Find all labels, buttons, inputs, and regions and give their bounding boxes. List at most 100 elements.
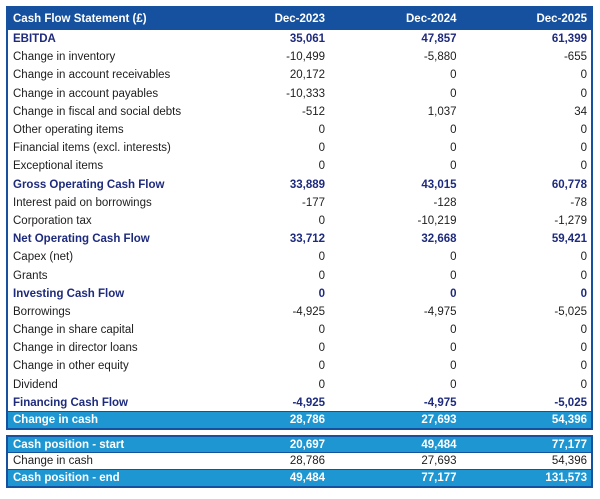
cash-flow-table-body: EBITDA 35,061 47,857 61,399 Change in invent… — [7, 30, 592, 429]
row-value: 0 — [580, 269, 587, 282]
row-value: 0 — [450, 69, 457, 82]
row-value: 0 — [318, 160, 326, 173]
row-label: Borrowings — [13, 305, 71, 318]
row-value: 0 — [318, 269, 326, 282]
row-value: 0 — [580, 69, 587, 82]
cash-flow-table: Cash Flow Statement (£) Dec-2023 Dec-202… — [6, 6, 593, 430]
row-label: Change in account receivables — [13, 69, 171, 82]
row-value: 1,037 — [427, 105, 457, 118]
row-value: 34 — [574, 105, 587, 118]
row-label: Investing Cash Flow — [13, 287, 125, 300]
row-label: Change in share capital — [13, 324, 134, 337]
column-header-dec-2023: Dec-2023 — [197, 7, 330, 30]
table-row: Change in cash 28,786 27,693 54,396 — [7, 452, 592, 470]
row-label: Gross Operating Cash Flow — [13, 178, 165, 191]
row-value: 0 — [318, 287, 326, 300]
table-row: Dividend 0 0 0 — [7, 376, 592, 394]
row-value: 54,396 — [460, 452, 592, 470]
row-label: Grants — [13, 269, 48, 282]
row-value: 0 — [580, 251, 587, 264]
row-value: 20,697 — [289, 438, 326, 451]
table-row: Financial items (excl. interests) 0 0 0 — [7, 139, 592, 157]
row-label: Cash position - end — [7, 469, 198, 487]
row-value: 0 — [580, 324, 587, 337]
table-row: Borrowings -4,925 -4,975 -5,025 — [7, 303, 592, 321]
row-value: 0 — [318, 360, 326, 373]
table-row: Change in account receivables 20,172 0 0 — [7, 66, 592, 84]
row-label: Financing Cash Flow — [13, 396, 129, 409]
row-value: 0 — [580, 378, 587, 391]
row-label: Corporation tax — [13, 214, 92, 227]
row-label: Cash position - start — [13, 438, 125, 451]
row-value: 77,177 — [329, 469, 461, 487]
row-label: Change in cash — [7, 411, 198, 429]
row-value: 0 — [318, 251, 326, 264]
table-row: Interest paid on borrowings -177 -128 -78 — [7, 194, 592, 212]
row-value: 77,177 — [551, 438, 587, 451]
row-value: 0 — [580, 160, 587, 173]
row-value: 43,015 — [421, 178, 457, 191]
row-value: -78 — [570, 196, 587, 209]
cash-flow-report: Cash Flow Statement (£) Dec-2023 Dec-202… — [6, 6, 593, 488]
cash-position-table-body: Cash position - start 20,697 49,484 77,177 C… — [7, 435, 592, 487]
row-value: -4,925 — [292, 396, 326, 409]
row-label: Change in cash — [7, 452, 198, 470]
row-value: 0 — [580, 87, 587, 100]
table-row: Cash position - start 20,697 49,484 77,177 — [7, 435, 592, 453]
table-header: Cash Flow Statement (£) Dec-2023 Dec-202… — [7, 7, 592, 30]
column-header-dec-2024: Dec-2024 — [329, 7, 461, 30]
table-row: Change in share capital 0 0 0 — [7, 321, 592, 339]
row-label: Dividend — [13, 378, 58, 391]
row-value: 60,778 — [551, 178, 587, 191]
row-label: Other operating items — [13, 124, 124, 137]
row-value: 0 — [580, 342, 587, 355]
row-value: -10,499 — [286, 51, 326, 64]
header-row: Cash Flow Statement (£) Dec-2023 Dec-202… — [7, 7, 592, 30]
row-label: Change in fiscal and social debts — [13, 105, 182, 118]
row-label: EBITDA — [13, 33, 56, 46]
row-label: Capex (net) — [13, 251, 74, 264]
row-value: 49,484 — [197, 469, 330, 487]
table-row: Change in account payables -10,333 0 0 — [7, 85, 592, 103]
row-value: 0 — [318, 378, 326, 391]
row-value: 32,668 — [421, 233, 457, 246]
table-row: Change in director loans 0 0 0 — [7, 339, 592, 357]
row-value: 0 — [450, 251, 457, 264]
row-label: Change in inventory — [13, 51, 116, 64]
row-label: Financial items (excl. interests) — [13, 142, 171, 155]
row-label: Net Operating Cash Flow — [13, 233, 150, 246]
row-value: 0 — [450, 142, 457, 155]
row-value: 0 — [450, 360, 457, 373]
table-row: Gross Operating Cash Flow 33,889 43,015 60,… — [7, 176, 592, 194]
row-label: Interest paid on borrowings — [13, 196, 152, 209]
table-row: Grants 0 0 0 — [7, 266, 592, 284]
row-value: -1,279 — [554, 214, 587, 227]
row-value: 59,421 — [551, 233, 587, 246]
table-row: Change in inventory -10,499 -5,880 -655 — [7, 48, 592, 66]
row-label: Exceptional items — [13, 160, 104, 173]
row-value: 0 — [450, 87, 457, 100]
row-value: 61,399 — [551, 33, 587, 46]
row-label: Change in director loans — [13, 342, 138, 355]
row-value: 47,857 — [421, 33, 457, 46]
row-value: 27,693 — [329, 452, 461, 470]
row-value: 0 — [318, 124, 326, 137]
row-value: 20,172 — [289, 69, 326, 82]
row-value: -655 — [563, 51, 587, 64]
row-value: -4,925 — [292, 305, 326, 318]
row-value: 33,712 — [289, 233, 326, 246]
table-row: Other operating items 0 0 0 — [7, 121, 592, 139]
row-value: -4,975 — [423, 396, 457, 409]
row-value: 0 — [580, 124, 587, 137]
table-row: Change in other equity 0 0 0 — [7, 357, 592, 375]
table-row: Corporation tax 0 -10,219 -1,279 — [7, 212, 592, 230]
table-row: Change in fiscal and social debts -512 1,0… — [7, 103, 592, 121]
row-value: 33,889 — [289, 178, 326, 191]
row-value: 0 — [580, 360, 587, 373]
row-value: -512 — [302, 105, 326, 118]
row-value: 49,484 — [421, 438, 457, 451]
cash-position-table: Cash position - start 20,697 49,484 77,177 C… — [6, 434, 593, 488]
row-value: -10,219 — [417, 214, 457, 227]
row-value: 0 — [450, 269, 457, 282]
row-value: 0 — [450, 342, 457, 355]
